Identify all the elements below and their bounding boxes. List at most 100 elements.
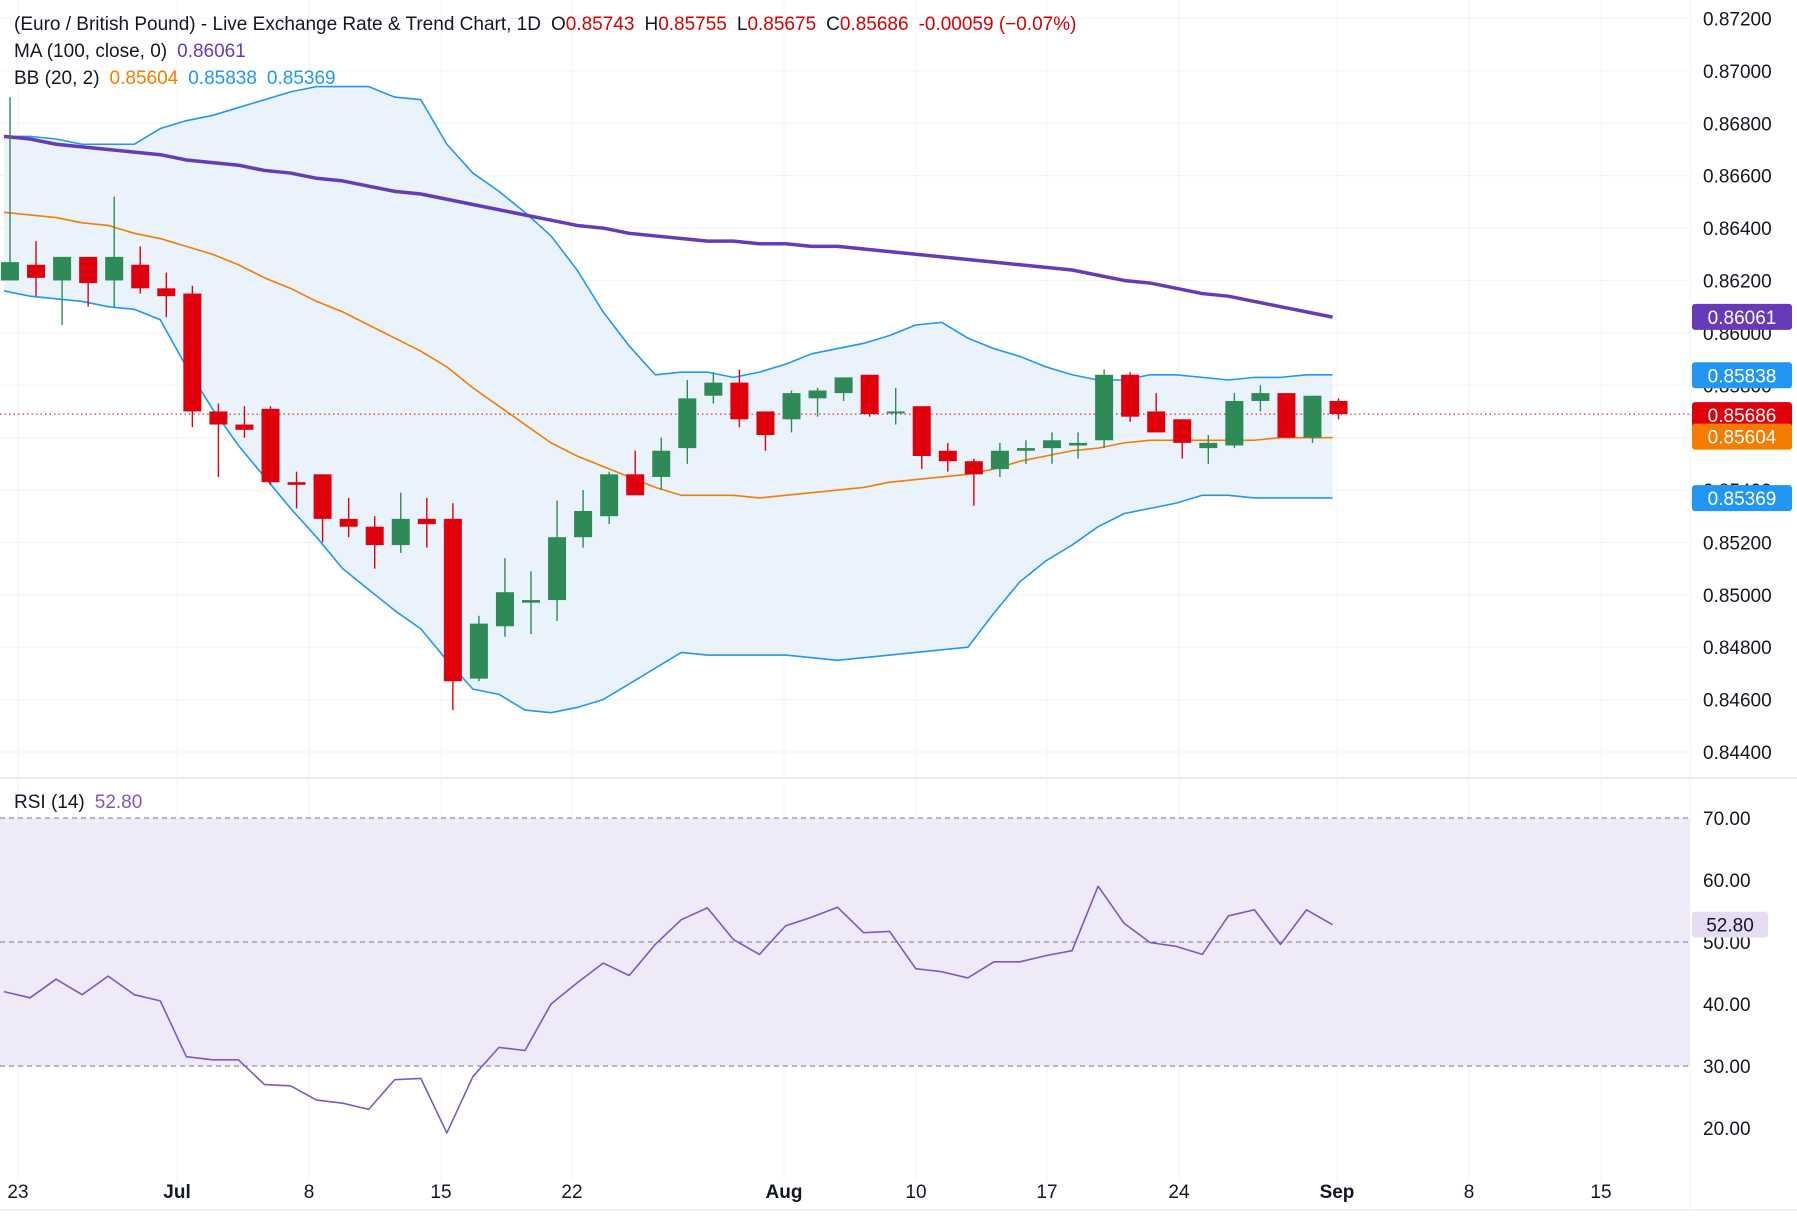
price-tick-label: 0.86600 (1703, 167, 1772, 188)
candle-body (131, 264, 150, 289)
candle (912, 406, 931, 470)
rsi-badge-text: 52.80 (1706, 916, 1754, 937)
candle-body (469, 623, 488, 679)
candle (574, 490, 593, 548)
price-badge: 0.85838 (1692, 362, 1792, 389)
price-badge-text: 0.85686 (1708, 406, 1777, 427)
price-tick-label: 0.87000 (1703, 62, 1772, 83)
rsi-tick-label: 40.00 (1703, 995, 1751, 1016)
rsi-pane (0, 817, 1690, 1134)
price-badge-text: 0.85604 (1708, 428, 1777, 449)
candle-body (548, 537, 567, 601)
candle (938, 442, 957, 472)
price-tick-label: 0.85000 (1703, 586, 1772, 607)
candle-body (1147, 411, 1166, 433)
rsi-tick-label: 50.00 (1703, 933, 1751, 954)
candle-body (938, 450, 957, 462)
candle-body (105, 256, 124, 281)
candle (1043, 432, 1061, 464)
candle (391, 492, 410, 553)
time-tick-label: 10 (905, 1182, 926, 1203)
low-value: 0.85675 (747, 14, 817, 35)
time-tick-label: Jul (163, 1182, 190, 1203)
close-value: 0.85686 (839, 14, 909, 35)
bb-label: BB (20, 2) (14, 68, 100, 89)
candle-body (808, 390, 827, 399)
candle (756, 411, 775, 451)
candle (1095, 369, 1114, 449)
price-badge: 0.85604 (1692, 423, 1792, 450)
bb-basis-line (3, 211, 1333, 499)
price-badge-text: 0.85369 (1708, 489, 1777, 510)
candle-body (261, 408, 280, 483)
price-badge-bg (1692, 362, 1792, 389)
candle-body (209, 411, 228, 425)
candle-body (1277, 393, 1296, 438)
candle-body (183, 293, 202, 412)
rsi-legend: RSI (14) 52.80 (14, 792, 142, 814)
bb-lower-line (3, 290, 1333, 714)
chart-title: (Euro / British Pound) - Live Exchange R… (14, 14, 541, 35)
candle-body (652, 450, 671, 477)
candle-body (79, 256, 98, 284)
price-badge-bg (1692, 402, 1792, 429)
candle (313, 474, 332, 543)
price-badge-bg (1692, 423, 1792, 450)
candle-body (391, 518, 410, 546)
time-tick-label: 24 (1168, 1182, 1190, 1203)
candlestick-series (1, 97, 1348, 711)
candle (183, 285, 202, 428)
candle-body (235, 424, 254, 430)
price-tick-label: 0.86800 (1703, 114, 1772, 135)
ma-legend: MA (100, close, 0) 0.86061 (14, 41, 246, 63)
bollinger-band-area (4, 86, 1333, 713)
candle (209, 403, 228, 477)
candle (548, 500, 567, 622)
candle (469, 615, 488, 682)
candle-body (365, 526, 384, 546)
candle (1069, 432, 1088, 459)
candle (1173, 419, 1192, 459)
time-tick-label: Aug (766, 1182, 803, 1203)
rsi-line (3, 885, 1333, 1134)
candle-body (1043, 440, 1061, 449)
chart-title-legend: (Euro / British Pound) - Live Exchange R… (14, 14, 1076, 36)
rsi-value: 52.80 (94, 792, 143, 813)
rsi-tick-label: 20.00 (1703, 1119, 1751, 1140)
price-badge-bg (1692, 303, 1792, 330)
rsi-badge: 52.80 (1692, 911, 1768, 938)
ma-value: 0.86061 (177, 41, 246, 62)
price-tick-label: 0.86400 (1703, 219, 1772, 240)
candle (678, 380, 697, 464)
candle-body (417, 518, 436, 525)
rsi-label: RSI (14) (14, 792, 85, 813)
candle (53, 256, 72, 325)
candle (365, 516, 384, 569)
candle (730, 369, 749, 428)
candle-body (834, 377, 853, 394)
candle-body (1199, 442, 1218, 449)
candle-body (53, 256, 72, 281)
candle (834, 377, 853, 401)
candle (1121, 372, 1140, 422)
candle (131, 246, 150, 294)
candle-body (1251, 393, 1270, 401)
candle (1251, 385, 1270, 412)
candle-body (704, 382, 723, 396)
low-label: L (736, 14, 748, 35)
price-tick-label: 0.84800 (1703, 638, 1772, 659)
candle (1225, 393, 1244, 449)
candle (1016, 440, 1035, 464)
candle (235, 406, 254, 438)
price-badge-text: 0.85838 (1708, 366, 1777, 387)
candle (1199, 435, 1218, 464)
candle (339, 497, 358, 538)
candle (27, 241, 46, 297)
candle-body (600, 474, 619, 517)
candle (860, 374, 879, 417)
candle (443, 503, 462, 711)
price-badge: 0.85369 (1692, 485, 1792, 512)
time-tick-label: 8 (1464, 1182, 1475, 1203)
price-badge: 0.86061 (1692, 303, 1792, 330)
